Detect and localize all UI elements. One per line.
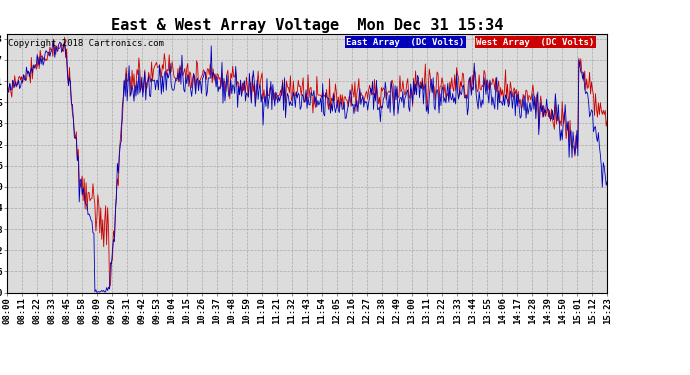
- Text: East Array  (DC Volts): East Array (DC Volts): [346, 38, 464, 46]
- Text: West Array  (DC Volts): West Array (DC Volts): [476, 38, 595, 46]
- Text: Copyright 2018 Cartronics.com: Copyright 2018 Cartronics.com: [8, 39, 164, 48]
- Title: East & West Array Voltage  Mon Dec 31 15:34: East & West Array Voltage Mon Dec 31 15:…: [111, 18, 503, 33]
